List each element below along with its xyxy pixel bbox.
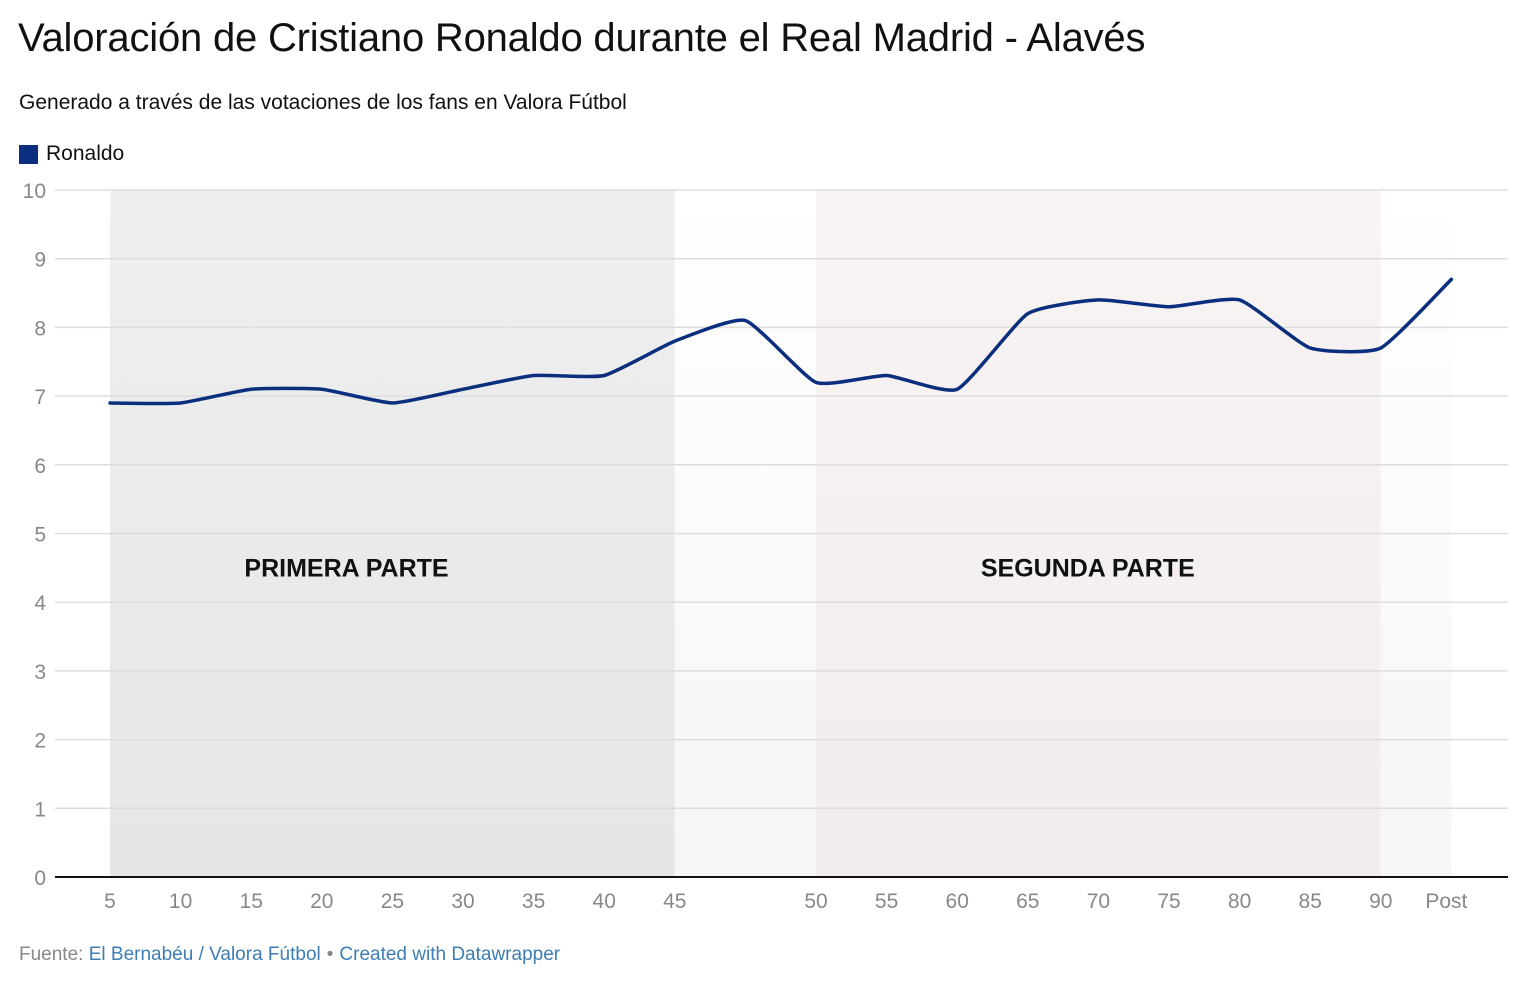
source-prefix: Fuente: xyxy=(19,944,84,965)
legend: Ronaldo xyxy=(19,142,124,166)
ronaldo-rating-line xyxy=(108,277,1454,406)
x-tick-label: 90 xyxy=(1369,890,1392,913)
gridlines xyxy=(55,189,1508,810)
x-tick-label: 25 xyxy=(381,890,404,913)
datawrapper-credit-link[interactable]: Created with Datawrapper xyxy=(339,944,561,965)
x-tick-label: 5 xyxy=(104,890,116,913)
x-tick-label: 80 xyxy=(1228,890,1251,913)
x-tick-label: 60 xyxy=(946,890,969,913)
y-tick-label: 2 xyxy=(34,730,46,753)
x-tick-label: 50 xyxy=(804,890,827,913)
x-tick-label: 35 xyxy=(522,890,545,913)
y-tick-label: 6 xyxy=(34,455,46,478)
period-annotations: PRIMERA PARTE SEGUNDA PARTE xyxy=(244,555,1194,583)
x-tick-label: 70 xyxy=(1087,890,1110,913)
x-tick-label: Post xyxy=(1425,890,1467,913)
x-tick-label: 40 xyxy=(593,890,616,913)
footer: Fuente: El Bernabéu / Valora Fútbol • Crea… xyxy=(19,944,560,966)
legend-label-ronaldo: Ronaldo xyxy=(46,142,125,165)
x-tick-label: 45 xyxy=(663,890,686,913)
x-tick-label: 15 xyxy=(240,890,263,913)
y-tick-label: 7 xyxy=(34,386,46,409)
y-tick-label: 5 xyxy=(34,524,46,547)
chart-title: Valoración de Cristiano Ronaldo durante … xyxy=(18,16,1146,60)
annotation-primera-parte: PRIMERA PARTE xyxy=(244,555,448,583)
chart-subtitle: Generado a través de las votaciones de l… xyxy=(19,91,627,114)
x-tick-label: 85 xyxy=(1299,890,1322,913)
footer-separator: • xyxy=(326,944,334,965)
y-tick-label: 9 xyxy=(34,249,46,272)
x-tick-label: 75 xyxy=(1157,890,1180,913)
x-tick-label: 10 xyxy=(169,890,192,913)
y-tick-label: 0 xyxy=(34,867,46,890)
y-tick-label: 3 xyxy=(34,661,46,684)
x-tick-label: 65 xyxy=(1016,890,1039,913)
y-axis-tick-labels: 0 1 2 3 4 5 6 7 8 9 10 xyxy=(23,180,47,890)
source-link[interactable]: El Bernabéu / Valora Fútbol xyxy=(88,944,321,965)
y-tick-label: 1 xyxy=(34,798,46,821)
y-tick-label: 8 xyxy=(34,317,46,340)
y-tick-label: 10 xyxy=(23,180,46,203)
x-tick-label: 55 xyxy=(875,890,898,913)
x-tick-label: 20 xyxy=(310,890,333,913)
y-tick-label: 4 xyxy=(34,592,46,615)
annotation-segunda-parte: SEGUNDA PARTE xyxy=(981,555,1195,583)
legend-swatch-ronaldo xyxy=(19,144,38,164)
x-tick-label: 30 xyxy=(451,890,474,913)
x-axis-tick-labels: 5 10 15 20 25 30 35 40 45 50 55 60 65 70 75 80 85 90 Post xyxy=(104,890,1467,913)
